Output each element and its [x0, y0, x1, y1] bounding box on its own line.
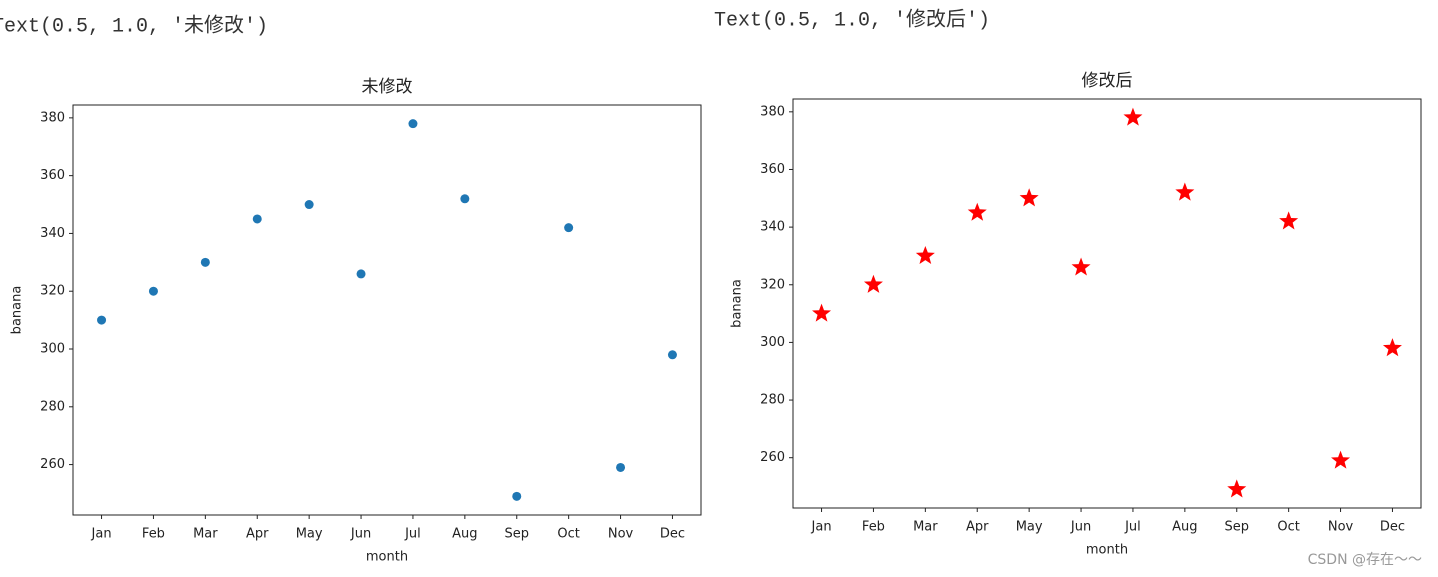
- x-tick-label: Oct: [1277, 520, 1299, 535]
- point: [304, 200, 314, 210]
- point: [1123, 107, 1143, 126]
- y-tick-label: 360: [760, 162, 785, 177]
- x-tick-label: May: [1016, 520, 1043, 535]
- y-tick-label: 280: [760, 393, 785, 408]
- chart-title: 修改后: [1082, 71, 1133, 91]
- y-tick-label: 340: [760, 220, 785, 235]
- y-tick-label: 380: [40, 110, 65, 125]
- x-tick-label: Jan: [811, 520, 832, 535]
- plot-frame: [72, 104, 702, 516]
- point: [1175, 182, 1195, 201]
- x-tick-label: Apr: [966, 520, 989, 535]
- point: [1019, 188, 1039, 207]
- x-tick-label: Jun: [350, 527, 371, 542]
- point: [356, 269, 366, 279]
- point: [97, 315, 107, 325]
- y-axis-label: banana: [730, 279, 745, 328]
- y-tick-label: 300: [40, 342, 65, 357]
- x-tick-label: Jul: [1124, 520, 1141, 535]
- x-tick-label: Sep: [1224, 520, 1249, 535]
- point: [1382, 338, 1402, 357]
- x-axis-label: month: [366, 550, 408, 565]
- point: [1331, 450, 1351, 469]
- x-axis-label: month: [1086, 543, 1128, 558]
- point: [812, 303, 832, 322]
- x-tick-label: Jul: [404, 527, 421, 542]
- y-tick-label: 320: [760, 277, 785, 292]
- point: [460, 194, 470, 204]
- output-text: Text(0.5, 1.0, '未修改'): [0, 13, 268, 38]
- point: [408, 119, 418, 129]
- x-tick-label: Mar: [913, 520, 938, 535]
- point: [967, 202, 987, 221]
- y-tick-label: 360: [40, 168, 65, 183]
- x-tick-label: May: [296, 527, 323, 542]
- x-tick-label: Nov: [1328, 520, 1354, 535]
- point: [512, 491, 522, 501]
- x-tick-label: Dec: [660, 527, 685, 542]
- x-tick-label: Jun: [1070, 520, 1091, 535]
- x-tick-label: Dec: [1380, 520, 1405, 535]
- y-tick-label: 320: [40, 284, 65, 299]
- chart-title: 未修改: [362, 77, 413, 97]
- x-tick-label: Mar: [193, 527, 218, 542]
- point: [564, 223, 574, 233]
- plot-frame: [792, 98, 1422, 509]
- x-tick-label: Feb: [142, 527, 165, 542]
- point: [915, 245, 935, 265]
- y-axis-label: banana: [10, 286, 25, 335]
- x-tick-label: Feb: [862, 520, 885, 535]
- point: [148, 286, 158, 296]
- x-tick-label: Jan: [91, 527, 112, 542]
- x-tick-label: Aug: [1172, 520, 1197, 535]
- point: [252, 214, 262, 224]
- y-tick-label: 280: [40, 399, 65, 414]
- point: [863, 274, 883, 293]
- x-tick-label: Aug: [452, 527, 477, 542]
- point: [1071, 257, 1091, 276]
- y-tick-label: 260: [40, 457, 65, 472]
- y-tick-label: 380: [760, 104, 785, 119]
- point: [667, 350, 677, 360]
- point: [200, 257, 210, 267]
- output-text: Text(0.5, 1.0, '修改后'): [714, 7, 990, 32]
- x-tick-label: Apr: [246, 527, 269, 542]
- y-tick-label: 260: [760, 450, 785, 465]
- point: [1227, 479, 1247, 498]
- x-tick-label: Sep: [504, 527, 529, 542]
- watermark: CSDN @存在～～: [1308, 552, 1422, 568]
- x-tick-label: Nov: [608, 527, 634, 542]
- y-tick-label: 300: [760, 335, 785, 350]
- point: [616, 462, 626, 472]
- point: [1279, 211, 1299, 230]
- x-tick-label: Oct: [557, 527, 579, 542]
- y-tick-label: 340: [40, 226, 65, 241]
